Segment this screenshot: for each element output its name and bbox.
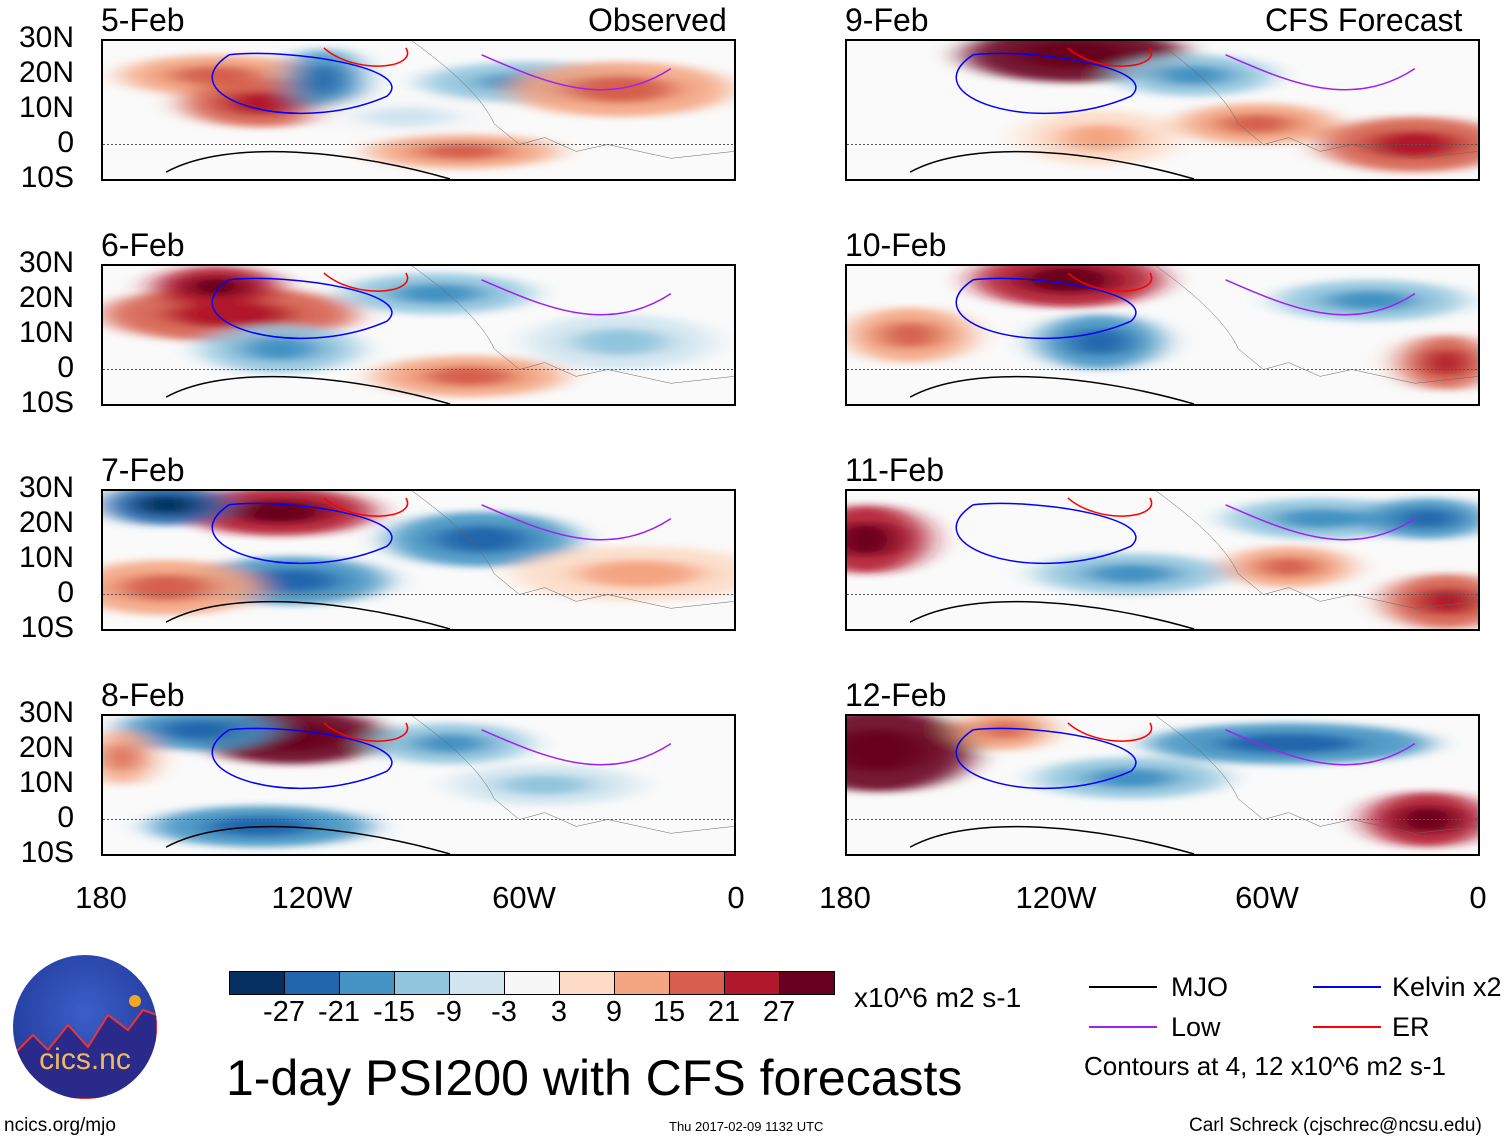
cics-logo: cics.nc bbox=[13, 955, 157, 1099]
y-tick: 10N bbox=[18, 766, 74, 799]
x-tick: 0 bbox=[1469, 880, 1487, 915]
map-panel bbox=[101, 489, 736, 631]
colorbar-swatch bbox=[670, 972, 725, 994]
x-tick: 180 bbox=[75, 880, 127, 915]
colorbar-swatch bbox=[395, 972, 450, 994]
panel-date: 12-Feb bbox=[845, 677, 947, 713]
mjo-line-swatch bbox=[1089, 986, 1157, 988]
colorbar-label: 3 bbox=[550, 996, 568, 1028]
y-tick: 20N bbox=[18, 56, 74, 89]
y-tick: 10S bbox=[20, 386, 74, 419]
contour-note: Contours at 4, 12 x10^6 m2 s-1 bbox=[1084, 1051, 1446, 1081]
colorbar-swatch bbox=[450, 972, 505, 994]
x-tick: 60W bbox=[1235, 880, 1299, 915]
panel-date: 5-Feb bbox=[101, 2, 185, 38]
y-tick: 0 bbox=[57, 576, 74, 609]
y-tick: 10S bbox=[20, 836, 74, 869]
y-tick: 10S bbox=[20, 161, 74, 194]
footer-author: Carl Schreck (cjschrec@ncsu.edu) bbox=[1189, 1115, 1482, 1136]
y-tick: 30N bbox=[18, 471, 74, 504]
map-panel bbox=[101, 264, 736, 406]
colorbar-label: 27 bbox=[762, 996, 796, 1028]
legend-kelvin: Kelvin x2 bbox=[1392, 972, 1502, 1002]
y-tick: 20N bbox=[18, 506, 74, 539]
colorbar-swatch bbox=[285, 972, 340, 994]
logo-text: cics.nc bbox=[39, 1043, 131, 1076]
colorbar-swatch bbox=[615, 972, 670, 994]
panel-date: 8-Feb bbox=[101, 677, 185, 713]
map-panel bbox=[845, 39, 1480, 181]
colorbar-label: 21 bbox=[707, 996, 741, 1028]
legend-er: ER bbox=[1392, 1012, 1430, 1042]
colorbar-label: -9 bbox=[436, 996, 462, 1028]
colorbar-swatch bbox=[340, 972, 395, 994]
colorbar-label: -15 bbox=[373, 996, 415, 1028]
colorbar-label: -21 bbox=[318, 996, 360, 1028]
map-panel bbox=[101, 39, 736, 181]
panel-date: 11-Feb bbox=[845, 452, 945, 488]
panel-date: 7-Feb bbox=[101, 452, 185, 488]
er-line-swatch bbox=[1313, 1026, 1381, 1028]
footer-timestamp: Thu 2017-02-09 1132 UTC bbox=[669, 1119, 824, 1134]
y-tick: 0 bbox=[57, 351, 74, 384]
x-tick: 0 bbox=[727, 880, 745, 915]
figure-title: 1-day PSI200 with CFS forecasts bbox=[226, 1050, 963, 1106]
map-panel bbox=[845, 489, 1480, 631]
colorbar-swatch bbox=[230, 972, 285, 994]
forecast-header: CFS Forecast bbox=[1265, 2, 1463, 38]
footer-url[interactable]: ncics.org/mjo bbox=[4, 1115, 116, 1136]
y-tick: 20N bbox=[18, 281, 74, 314]
low-line-swatch bbox=[1089, 1026, 1157, 1028]
panel-date: 9-Feb bbox=[845, 2, 929, 38]
colorbar-units: x10^6 m2 s-1 bbox=[854, 982, 1022, 1013]
colorbar-swatch bbox=[505, 972, 560, 994]
y-tick: 30N bbox=[18, 246, 74, 279]
y-tick: 20N bbox=[18, 731, 74, 764]
colorbar-swatch bbox=[780, 972, 834, 994]
colorbar-label: -3 bbox=[491, 996, 517, 1028]
map-panel bbox=[101, 714, 736, 856]
mountain-icon bbox=[13, 995, 157, 1099]
panel-date: 6-Feb bbox=[101, 227, 185, 263]
x-tick: 60W bbox=[492, 880, 556, 915]
legend-mjo: MJO bbox=[1171, 972, 1228, 1002]
colorbar-label: -27 bbox=[263, 996, 305, 1028]
y-tick: 10N bbox=[18, 91, 74, 124]
panel-date: 10-Feb bbox=[845, 227, 947, 263]
y-tick: 30N bbox=[18, 696, 74, 729]
x-tick: 180 bbox=[819, 880, 871, 915]
colorbar-swatch bbox=[560, 972, 615, 994]
map-panel bbox=[845, 264, 1480, 406]
colorbar-label: 9 bbox=[605, 996, 623, 1028]
kelvin-line-swatch bbox=[1313, 986, 1381, 988]
y-tick: 0 bbox=[57, 801, 74, 834]
map-panel bbox=[845, 714, 1480, 856]
y-tick: 10N bbox=[18, 316, 74, 349]
y-tick: 10N bbox=[18, 541, 74, 574]
y-tick: 10S bbox=[20, 611, 74, 644]
y-tick: 30N bbox=[18, 21, 74, 54]
x-tick: 120W bbox=[271, 880, 353, 915]
legend-low: Low bbox=[1171, 1012, 1221, 1042]
y-tick: 0 bbox=[57, 126, 74, 159]
colorbar-swatch bbox=[725, 972, 780, 994]
colorbar-label: 15 bbox=[652, 996, 686, 1028]
colorbar bbox=[229, 971, 835, 995]
observed-header: Observed bbox=[588, 2, 727, 38]
x-tick: 120W bbox=[1015, 880, 1097, 915]
